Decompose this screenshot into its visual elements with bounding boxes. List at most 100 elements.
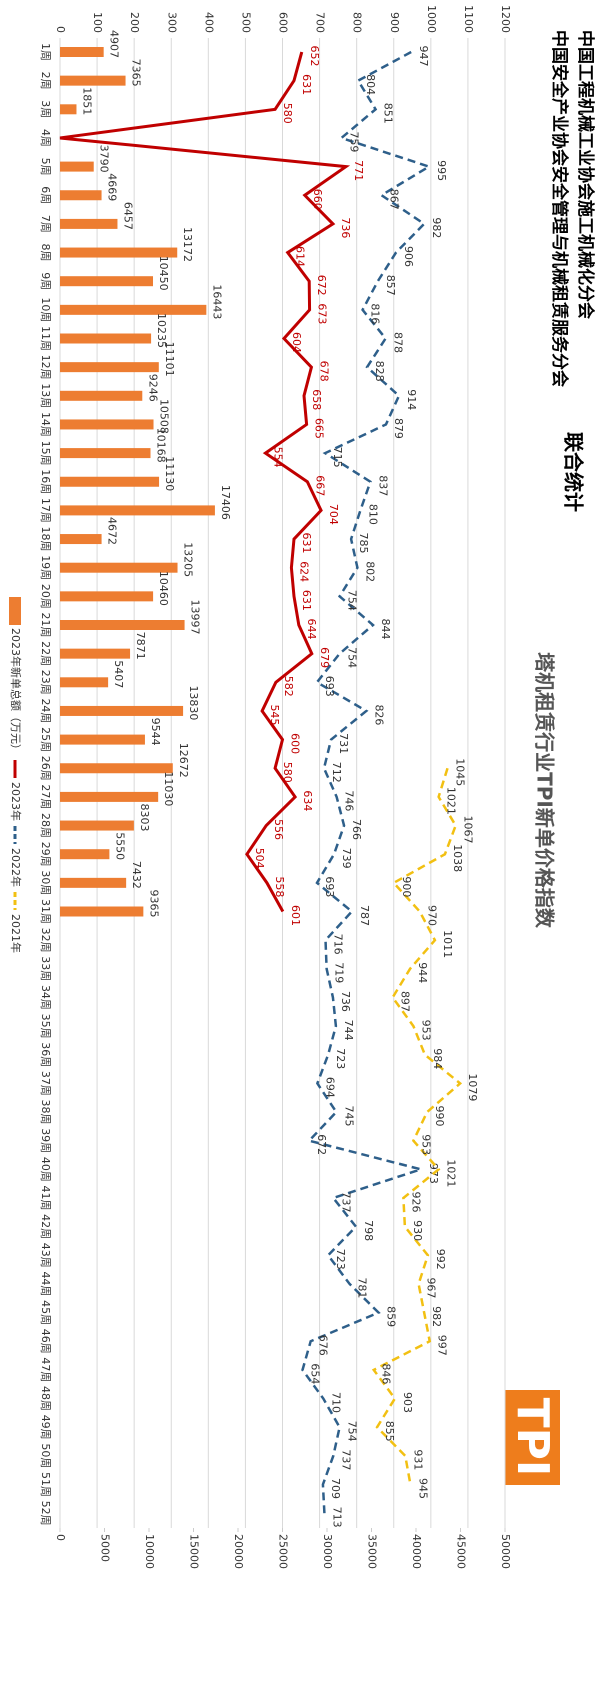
x-tick-label: 46周	[39, 1329, 52, 1354]
data-label: 624	[297, 561, 310, 582]
x-tick-label: 5周	[39, 158, 52, 176]
y2-tick-label: 45000	[455, 1534, 468, 1569]
bar-label: 12672	[177, 743, 190, 778]
bar	[60, 562, 178, 573]
data-label: 931	[411, 1449, 424, 1470]
data-label: 944	[416, 962, 429, 983]
data-label: 1011	[441, 930, 454, 958]
data-label: 947	[417, 46, 430, 67]
data-label: 754	[346, 590, 359, 611]
bar	[59, 763, 173, 774]
x-tick-label: 21周	[39, 613, 52, 638]
data-label: 982	[430, 217, 443, 238]
x-tick-label: 31周	[39, 899, 52, 924]
x-tick-label: 3周	[39, 100, 52, 118]
bar	[60, 677, 109, 688]
bar	[59, 333, 152, 344]
x-tick-label: 14周	[39, 412, 52, 437]
x-tick-label: 2周	[39, 72, 52, 90]
x-tick-label: 42周	[39, 1214, 52, 1239]
x-tick-label: 43周	[39, 1243, 52, 1268]
legend-label: 2023年	[9, 782, 23, 821]
x-tick-label: 1周	[39, 43, 52, 61]
x-tick-label: 10周	[39, 297, 52, 322]
data-label: 704	[327, 504, 340, 525]
data-label: 693	[323, 676, 336, 697]
data-label: 665	[313, 418, 326, 439]
bar-label: 9544	[149, 718, 162, 746]
x-tick-label: 16周	[39, 469, 52, 494]
bar	[60, 476, 160, 487]
data-label: 554	[271, 447, 284, 468]
data-label: 1045	[454, 758, 467, 786]
line	[371, 767, 463, 1485]
bar-label: 10508	[158, 399, 171, 434]
y2-tick-label: 30000	[321, 1534, 334, 1569]
x-tick-label: 26周	[39, 756, 52, 781]
bar	[59, 591, 154, 602]
data-label: 716	[332, 934, 345, 955]
bar-label: 5407	[112, 660, 125, 688]
line	[59, 51, 351, 913]
data-label: 771	[352, 160, 365, 181]
bar	[60, 648, 131, 659]
data-label: 859	[385, 1306, 398, 1327]
bar-label: 4672	[106, 517, 119, 545]
x-tick-label: 40周	[39, 1157, 52, 1182]
data-label: 798	[362, 1220, 375, 1241]
data-label: 737	[339, 1449, 352, 1470]
bar-label: 4907	[108, 30, 121, 58]
x-tick-label: 12周	[39, 355, 52, 380]
bar	[60, 247, 178, 258]
data-label: 754	[346, 647, 359, 668]
data-label: 844	[379, 619, 392, 640]
bar	[60, 390, 143, 401]
bar	[59, 791, 159, 802]
logo-box	[505, 1390, 560, 1485]
bar	[59, 161, 94, 172]
bar	[60, 448, 151, 459]
bar-label: 10235	[155, 313, 168, 348]
data-label: 982	[430, 1306, 443, 1327]
x-tick-label: 48周	[39, 1386, 52, 1411]
x-tick-label: 47周	[39, 1357, 52, 1382]
data-label: 785	[357, 533, 370, 554]
y2-tick-label: 15000	[188, 1534, 201, 1569]
data-label: 995	[435, 160, 448, 181]
data-label: 693	[323, 876, 336, 897]
bar-label: 9365	[147, 890, 160, 918]
x-tick-label: 38周	[39, 1100, 52, 1125]
data-label: 556	[272, 819, 285, 840]
bar-label: 9246	[146, 374, 159, 402]
bar-label: 13205	[182, 542, 195, 577]
data-label: 816	[369, 303, 382, 324]
x-tick-label: 49周	[39, 1415, 52, 1440]
x-tick-label: 23周	[39, 670, 52, 695]
data-label: 652	[308, 46, 321, 67]
data-label: 715	[331, 447, 344, 468]
x-tick-label: 9周	[39, 272, 52, 290]
data-label: 582	[282, 676, 295, 697]
y2-tick-label: 35000	[366, 1534, 379, 1569]
x-tick-label: 20周	[39, 584, 52, 609]
data-label: 828	[373, 361, 386, 382]
y-tick-label: 400	[202, 12, 215, 33]
legend-label: 2022年	[9, 848, 23, 887]
data-label: 914	[405, 389, 418, 410]
data-label: 990	[433, 1106, 446, 1127]
data-label: 878	[392, 332, 405, 353]
data-label: 672	[315, 275, 328, 296]
data-label: 926	[409, 1192, 422, 1213]
header-joint: 联合统计	[562, 432, 586, 512]
data-label: 504	[253, 848, 266, 869]
y2-tick-label: 0	[54, 1534, 67, 1541]
x-tick-label: 33周	[39, 956, 52, 981]
y2-tick-label: 20000	[232, 1534, 245, 1569]
x-tick-label: 4周	[39, 129, 52, 147]
bar	[60, 906, 144, 917]
data-label: 1067	[462, 816, 475, 844]
x-tick-label: 6周	[39, 186, 52, 204]
data-label: 634	[301, 790, 314, 811]
data-label: 759	[347, 131, 360, 152]
bar-label: 11030	[162, 771, 175, 806]
